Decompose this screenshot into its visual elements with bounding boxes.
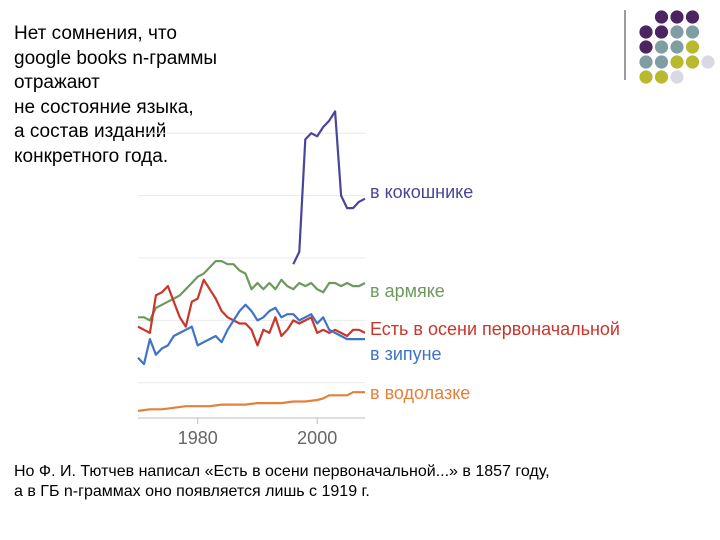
footnote-line: а в ГБ n-граммах оно появляется лишь с 1… — [14, 483, 370, 500]
deco-dot — [654, 10, 669, 24]
title-line: Нет сомнения, что — [14, 23, 177, 44]
deco-dot — [654, 55, 669, 69]
series-label: Есть в осени первоначальной — [370, 319, 620, 339]
deco-dot — [654, 40, 669, 54]
title-line: не состояние языка, — [14, 96, 194, 118]
title-line: а состав изданий — [14, 121, 167, 142]
deco-dot — [685, 10, 700, 24]
ngram-chart: в кокошнике в армяке Есть в осени первонач… — [137, 110, 620, 448]
footnote-line: Но Ф. И. Тютчев написал «Есть в осени пе… — [14, 463, 550, 480]
series-line — [137, 391, 365, 412]
deco-dot — [639, 25, 653, 39]
series-label: в зипуне — [370, 344, 442, 364]
deco-dot — [639, 40, 653, 54]
tick-label: 2000 — [297, 428, 337, 448]
title-line: google books n-граммы — [14, 47, 218, 69]
deco-dot — [701, 55, 715, 69]
decorative-dot-grid — [624, 10, 715, 84]
deco-dot — [685, 40, 700, 54]
slide-title: Нет сомнения, что google books n-граммы … — [14, 22, 344, 169]
deco-dot — [670, 25, 684, 39]
deco-dot — [670, 55, 684, 69]
x-axis-ticks: 1980 2000 — [178, 418, 337, 448]
footnote: Но Ф. И. Тютчев написал «Есть в осени пе… — [14, 462, 714, 502]
deco-dot — [670, 70, 684, 84]
series-labels: в кокошнике в армяке Есть в осени первонач… — [370, 182, 620, 403]
series-line — [137, 278, 366, 347]
grid-lines — [138, 132, 365, 419]
title-line: отражают — [14, 72, 100, 93]
title-line: конкретного года. — [14, 145, 169, 167]
deco-dot — [654, 25, 669, 39]
deco-dot — [670, 10, 684, 24]
tick-label: 1980 — [178, 428, 218, 448]
deco-dot — [685, 25, 700, 39]
series-lines — [137, 110, 366, 412]
deco-dot — [654, 70, 669, 84]
deco-dot — [639, 70, 653, 84]
series-label: в водолазке — [370, 383, 470, 403]
series-line — [137, 303, 365, 366]
series-label: в кокошнике — [370, 182, 473, 202]
deco-dot — [670, 40, 684, 54]
series-line — [138, 260, 366, 322]
deco-dot — [685, 55, 700, 69]
series-label: в армяке — [370, 281, 445, 301]
series-line — [292, 110, 366, 265]
deco-dot — [639, 55, 653, 69]
